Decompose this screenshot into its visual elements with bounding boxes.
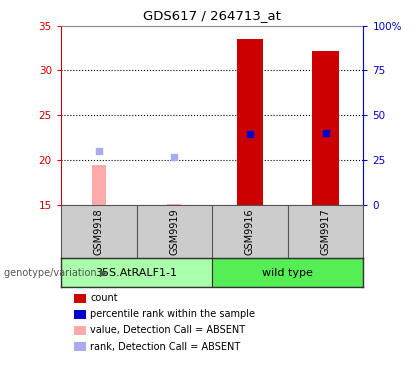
Text: GSM9918: GSM9918 (94, 208, 104, 255)
Text: wild type: wild type (262, 268, 313, 278)
Bar (92, 165, 105, 205)
Bar (212, 258, 363, 287)
Bar (61, 258, 212, 287)
Text: rank, Detection Call = ABSENT: rank, Detection Call = ABSENT (90, 341, 241, 352)
Text: count: count (90, 293, 118, 303)
Text: GSM9919: GSM9919 (169, 208, 179, 255)
Text: GSM9917: GSM9917 (320, 208, 331, 255)
Text: 35S.AtRALF1-1: 35S.AtRALF1-1 (95, 268, 178, 278)
Text: genotype/variation ▶: genotype/variation ▶ (4, 268, 108, 278)
Text: GSM9916: GSM9916 (245, 208, 255, 255)
Text: percentile rank within the sample: percentile rank within the sample (90, 309, 255, 320)
Bar (168, 203, 181, 205)
Bar (237, 39, 263, 205)
Text: value, Detection Call = ABSENT: value, Detection Call = ABSENT (90, 325, 245, 336)
Title: GDS617 / 264713_at: GDS617 / 264713_at (143, 9, 281, 22)
Bar (312, 51, 339, 205)
